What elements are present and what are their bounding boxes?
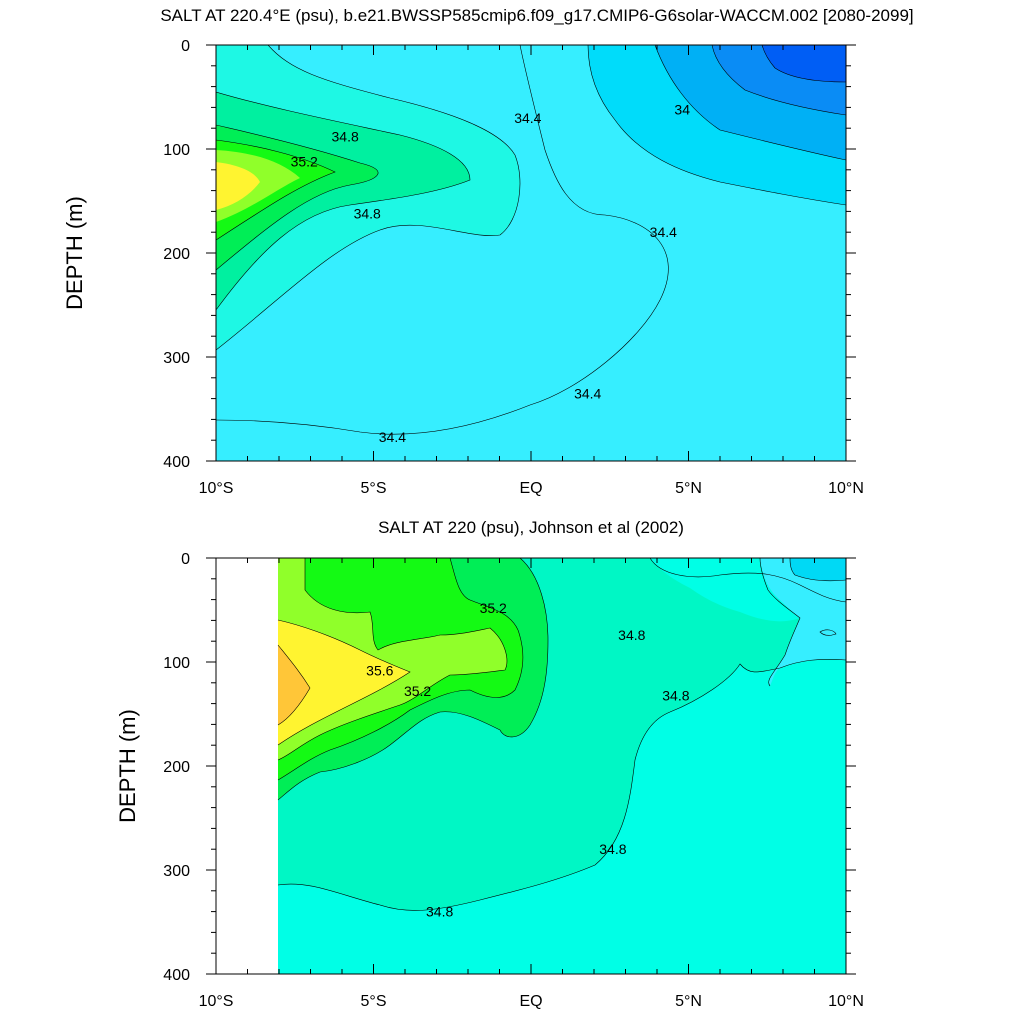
contour-label: 34.8 — [354, 205, 381, 221]
y-tick-label: 200 — [163, 246, 190, 263]
contour-label: 35.6 — [366, 662, 393, 678]
axes: 10°S 5°S EQ 5°N 10°N 0 100 200 300 400 — [163, 551, 864, 1010]
contour-lines — [277, 558, 846, 911]
contour-label: 35.2 — [404, 683, 431, 699]
x-tick-label: 10°N — [828, 993, 864, 1010]
y-tick-label: 100 — [163, 655, 190, 672]
contour-label: 35.2 — [291, 153, 318, 169]
fill-band-34-4 — [760, 558, 846, 686]
x-tick-label: 5°S — [361, 480, 387, 497]
contour-label: 35.2 — [480, 600, 507, 616]
contour-lines — [216, 45, 846, 435]
x-tick-label: 10°N — [828, 480, 864, 497]
fill-band-35-8 — [278, 645, 310, 725]
contour-fill — [277, 558, 846, 974]
fill-band-34-2 — [790, 558, 846, 581]
x-tick-label: EQ — [519, 993, 542, 1010]
contour-label: 34.8 — [662, 687, 689, 703]
contour-label: 34.8 — [332, 129, 359, 145]
fill-band-35-6 — [216, 162, 260, 210]
y-tick-label: 0 — [181, 551, 190, 568]
contour-label: 34.8 — [599, 841, 626, 857]
fill-band-33-6 — [762, 45, 846, 82]
x-tick-label: 5°N — [675, 993, 702, 1010]
contour-label: 34.8 — [618, 627, 645, 643]
y-axis-label: DEPTH (m) — [115, 709, 140, 823]
x-tick-label: 10°S — [199, 480, 234, 497]
axes: 10°S 5°S EQ 5°N 10°N 0 100 200 300 400 — [163, 38, 864, 497]
contour-labels: 35.2 35.6 35.2 34.8 34.8 34.8 34.8 — [366, 600, 690, 920]
contour-fill — [216, 45, 846, 461]
fill-band-35-6 — [278, 620, 410, 745]
contour-labels: 34.8 35.2 34.8 34.4 34 34.4 34.4 34.4 — [291, 101, 691, 445]
y-tick-label: 0 — [181, 38, 190, 55]
y-tick-label: 400 — [163, 454, 190, 471]
x-tick-label: EQ — [519, 480, 542, 497]
contour-label: 34.4 — [650, 224, 677, 240]
y-tick-label: 200 — [163, 759, 190, 776]
x-tick-label: 10°S — [199, 993, 234, 1010]
y-tick-label: 100 — [163, 142, 190, 159]
x-tick-label: 5°S — [361, 993, 387, 1010]
contour-label: 34.4 — [514, 110, 541, 126]
panel-observations: SALT AT 220 (psu), Johnson et al (2002) … — [115, 518, 864, 1010]
contour-label: 34.8 — [426, 904, 453, 920]
y-axis-label: DEPTH (m) — [62, 196, 87, 310]
y-tick-label: 400 — [163, 967, 190, 984]
y-tick-label: 300 — [163, 863, 190, 880]
x-tick-label: 5°N — [675, 480, 702, 497]
chart-title: SALT AT 220 (psu), Johnson et al (2002) — [378, 518, 684, 537]
chart-title: SALT AT 220.4°E (psu), b.e21.BWSSP585cmi… — [160, 6, 913, 25]
panel-model: SALT AT 220.4°E (psu), b.e21.BWSSP585cmi… — [62, 6, 914, 497]
contour-label: 34.4 — [379, 429, 406, 445]
contour-label: 34.4 — [574, 385, 601, 401]
contour-label: 34 — [674, 101, 690, 117]
y-tick-label: 300 — [163, 350, 190, 367]
